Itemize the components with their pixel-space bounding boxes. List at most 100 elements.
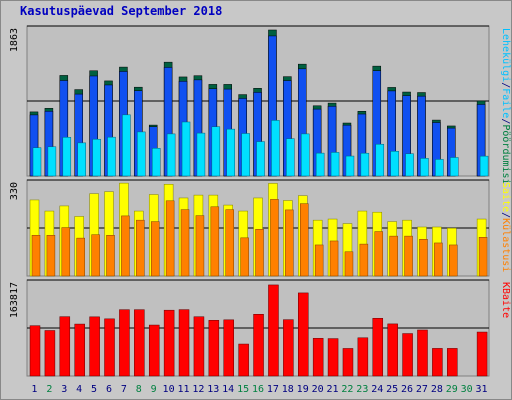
kbytes-bar-18 xyxy=(283,319,294,377)
legend-part-1-2: Faile xyxy=(500,88,511,118)
visits-bar-3 xyxy=(61,227,71,277)
kbytes-bar-22 xyxy=(342,348,354,377)
kbytes-bar-20 xyxy=(312,338,324,377)
x-tick-label-6: 6 xyxy=(106,384,112,395)
x-tick-label-19: 19 xyxy=(297,384,309,395)
visits-bar-8 xyxy=(136,219,145,277)
x-tick-label-4: 4 xyxy=(76,384,82,395)
kbytes-bar-23 xyxy=(357,337,369,377)
pages-bar-13 xyxy=(211,126,221,177)
pages-bar-19 xyxy=(301,133,310,177)
x-tick-label-1: 1 xyxy=(31,384,37,395)
pages-bar-11 xyxy=(181,121,191,177)
x-tick-label-5: 5 xyxy=(91,384,97,395)
legend-part-2-0: Saite xyxy=(500,182,511,212)
pages-bar-16 xyxy=(256,141,265,177)
ymax-label-3: 163817 xyxy=(9,282,20,318)
legend-part-1-4: Pöördumisi xyxy=(500,124,511,184)
pages-bar-2 xyxy=(47,146,57,177)
visits-bar-10 xyxy=(165,200,175,277)
x-tick-label-10: 10 xyxy=(163,384,175,395)
visits-bar-29 xyxy=(449,244,458,277)
visits-bar-11 xyxy=(180,209,190,277)
pages-bar-12 xyxy=(196,132,206,177)
pages-bar-24 xyxy=(375,143,385,177)
x-tick-label-13: 13 xyxy=(207,384,219,395)
x-tick-label-24: 24 xyxy=(371,384,383,395)
visits-bar-12 xyxy=(195,215,205,277)
visits-bar-20 xyxy=(314,244,324,277)
kbytes-bar-16 xyxy=(253,314,264,377)
kbytes-bar-19 xyxy=(298,292,309,377)
kbytes-bar-14 xyxy=(223,319,234,377)
visits-bar-6 xyxy=(106,235,115,277)
x-tick-label-12: 12 xyxy=(192,384,204,395)
x-tick-label-31: 31 xyxy=(476,384,488,395)
pages-bar-23 xyxy=(360,152,370,177)
x-tick-label-7: 7 xyxy=(121,384,127,395)
kbytes-bar-8 xyxy=(134,309,145,377)
visits-bar-14 xyxy=(225,209,234,277)
pages-bar-18 xyxy=(286,138,295,177)
visits-bar-23 xyxy=(359,243,369,277)
visits-bar-1 xyxy=(31,235,41,277)
legend-part-2-2: Külastusi xyxy=(500,218,511,272)
x-tick-label-26: 26 xyxy=(401,384,413,395)
x-tick-label-17: 17 xyxy=(267,384,279,395)
visits-bar-22 xyxy=(344,251,354,277)
pages-bar-31 xyxy=(479,155,489,177)
legend-part-1-3: / xyxy=(500,118,511,124)
x-tick-label-15: 15 xyxy=(237,384,249,395)
visits-bar-31 xyxy=(478,237,488,277)
visits-bar-24 xyxy=(374,231,384,277)
visits-bar-7 xyxy=(121,215,130,277)
x-tick-label-20: 20 xyxy=(312,384,324,395)
kbytes-bar-4 xyxy=(74,323,85,377)
x-tick-label-18: 18 xyxy=(282,384,294,395)
x-tick-label-9: 9 xyxy=(151,384,157,395)
visits-bar-2 xyxy=(46,235,56,277)
kbytes-bar-2 xyxy=(44,330,56,377)
kbytes-bar-28 xyxy=(432,348,443,377)
kbytes-bar-5 xyxy=(89,316,100,377)
kbytes-bar-3 xyxy=(59,316,71,377)
pages-bar-1 xyxy=(32,147,42,177)
kbytes-bar-21 xyxy=(327,338,339,377)
pages-bar-15 xyxy=(241,133,250,177)
x-tick-label-3: 3 xyxy=(61,384,67,395)
x-tick-label-27: 27 xyxy=(416,384,428,395)
x-tick-label-30: 30 xyxy=(461,384,473,395)
legend-part-3-0: KBaite xyxy=(500,282,511,318)
x-tick-label-22: 22 xyxy=(341,384,353,395)
legend-part-1-1: / xyxy=(500,82,511,88)
legend-part-1-0: Lehekülgi xyxy=(500,28,511,82)
legend-part-2-1: / xyxy=(500,212,511,218)
visits-bar-17 xyxy=(270,199,279,277)
x-tick-label-14: 14 xyxy=(222,384,234,395)
pages-bar-6 xyxy=(107,136,116,177)
ymax-label-1: 1863 xyxy=(9,28,20,52)
kbytes-bar-7 xyxy=(119,309,130,377)
x-tick-label-29: 29 xyxy=(446,384,458,395)
kbytes-bar-15 xyxy=(238,343,249,377)
visits-bar-26 xyxy=(404,235,413,277)
kbytes-bar-31 xyxy=(476,331,488,377)
pages-bar-27 xyxy=(420,158,429,177)
pages-bar-28 xyxy=(435,159,444,177)
pages-bar-26 xyxy=(405,153,414,177)
kbytes-bar-11 xyxy=(178,309,190,377)
pages-bar-4 xyxy=(77,142,86,177)
visits-bar-13 xyxy=(210,206,220,277)
visits-bar-18 xyxy=(285,209,294,277)
pages-bar-29 xyxy=(450,157,459,177)
pages-bar-22 xyxy=(345,155,355,177)
legend-label-1: Lehekülgi/Faile/Pöördumisi xyxy=(500,28,511,185)
pages-bar-10 xyxy=(166,133,176,177)
pages-bar-17 xyxy=(271,120,280,177)
x-tick-label-23: 23 xyxy=(356,384,368,395)
pages-bar-20 xyxy=(315,152,325,177)
pages-bar-5 xyxy=(92,138,101,177)
pages-bar-7 xyxy=(122,114,131,177)
x-tick-label-28: 28 xyxy=(431,384,443,395)
